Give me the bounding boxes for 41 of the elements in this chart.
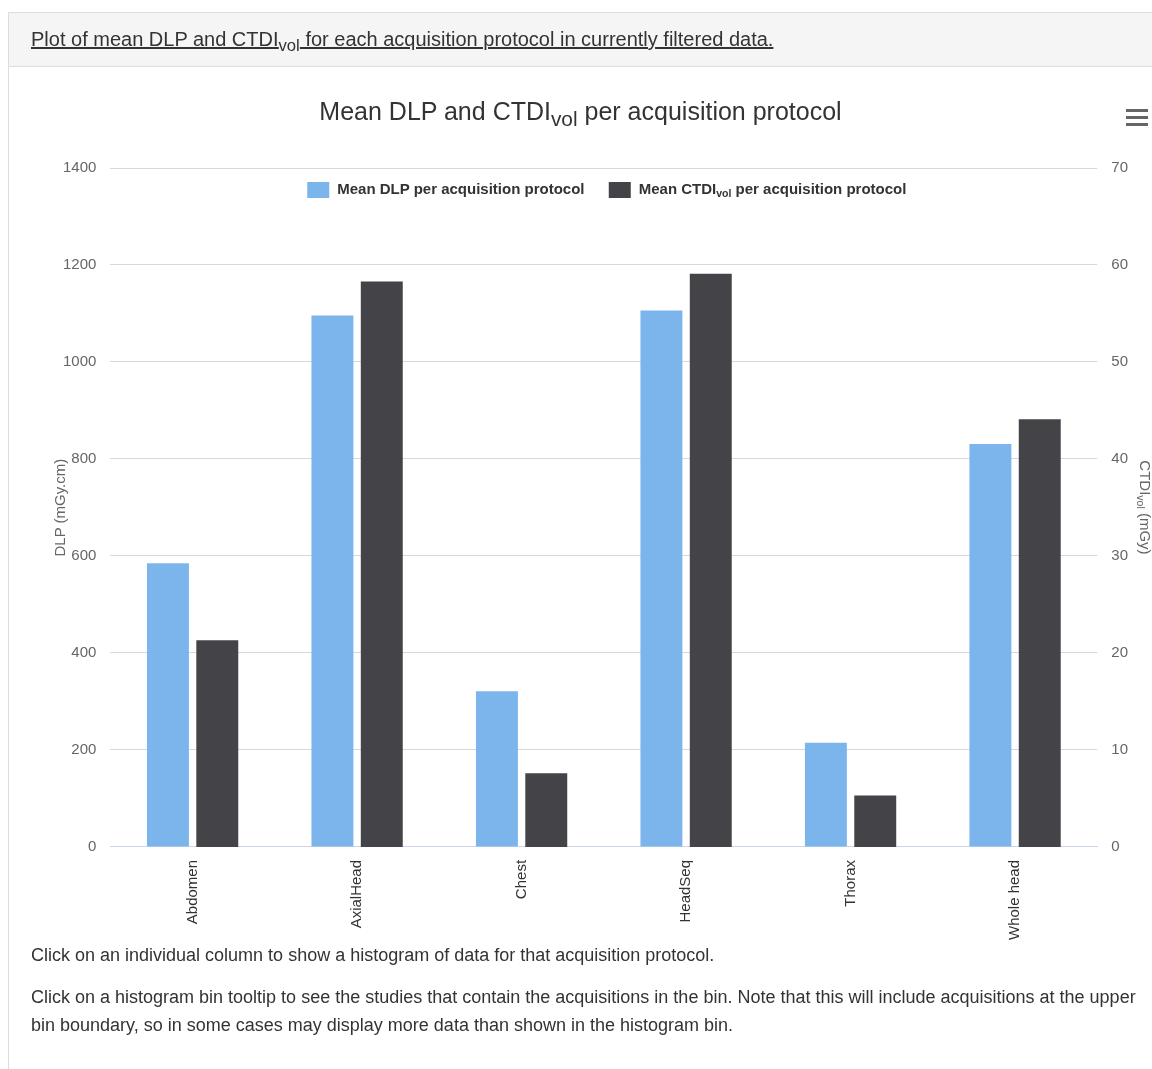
y2-tick-label: 50 xyxy=(1111,352,1128,370)
y-tick-label: 0 xyxy=(88,837,97,855)
bar xyxy=(311,315,354,847)
bar xyxy=(969,443,1012,847)
bar xyxy=(1018,419,1061,847)
y2-tick-label: 70 xyxy=(1111,158,1128,176)
text: Plot of mean DLP and CTDI$_{vol}$ for each acquisition protocol in currently filtered data. xyxy=(9,13,1152,67)
y-tick-label: 600 xyxy=(71,546,97,564)
y-tick-label: 200 xyxy=(71,740,97,758)
chart-title: Mean DLP and CTDI$_{vol}$ per acquisition protocol xyxy=(318,97,843,131)
bar xyxy=(475,691,518,847)
bar xyxy=(360,281,403,847)
bar xyxy=(196,640,239,847)
x-tick-label: HeadSeq xyxy=(676,859,694,923)
y2-axis-title: CTDIvol (mGy) xyxy=(1134,460,1152,555)
y2-tick-label: 0 xyxy=(1111,837,1120,855)
bar xyxy=(146,563,189,847)
y2-tick-label: 10 xyxy=(1111,740,1128,758)
y-tick-label: 800 xyxy=(71,449,97,467)
y-tick-label: 1200 xyxy=(62,255,97,273)
bar xyxy=(854,795,897,847)
bar xyxy=(640,310,683,847)
x-tick-label: Thorax xyxy=(840,859,858,907)
y2-tick-label: 60 xyxy=(1111,255,1128,273)
bar xyxy=(689,273,732,847)
x-tick-label: Chest xyxy=(511,859,529,900)
text: Click on a histogram bin tooltip to see the studies that contain the acquisitions in the bin. Note that this will include acquisitions at the upper bin boundary, so in some cases may display more data than shown in the histogram bin. xyxy=(31,986,1137,1037)
text: Click on an individual column to show a histogram of data for that acquisition protocol. xyxy=(31,944,716,967)
legend-label: Mean DLP per acquisition protocol xyxy=(337,180,585,198)
bar xyxy=(525,773,568,847)
y-tick-label: 1000 xyxy=(62,352,97,370)
y2-tick-label: 30 xyxy=(1111,546,1128,564)
y2-tick-label: 40 xyxy=(1111,449,1128,467)
y2-tick-label: 20 xyxy=(1111,643,1128,661)
x-tick-label: Abdomen xyxy=(182,859,200,925)
y-tick-label: 1400 xyxy=(62,158,97,176)
bar xyxy=(804,742,847,847)
x-tick-label: Whole head xyxy=(1005,859,1023,941)
y-tick-label: 400 xyxy=(71,643,97,661)
x-tick-label: AxialHead xyxy=(347,859,365,929)
y-axis-title: DLP (mGy.cm) xyxy=(51,458,69,557)
